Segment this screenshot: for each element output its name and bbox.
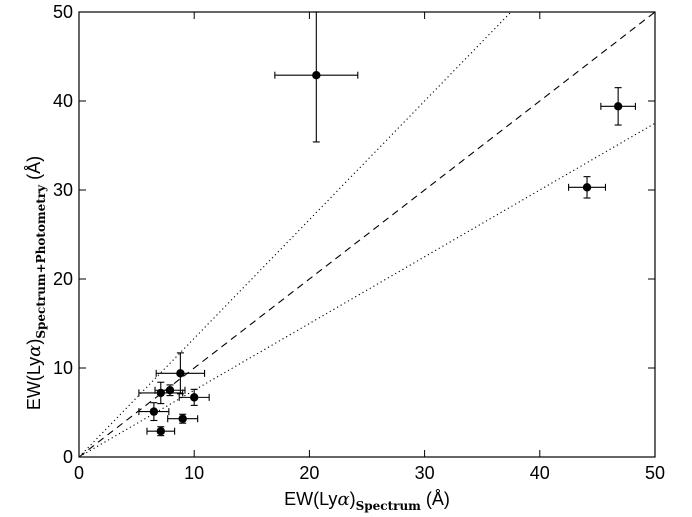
x-tick-label: 20 xyxy=(299,463,319,483)
data-point-marker xyxy=(176,369,185,378)
x-tick-label: 40 xyxy=(530,463,550,483)
data-points xyxy=(138,11,636,437)
data-point xyxy=(600,87,636,126)
x-tick-label: 30 xyxy=(415,463,435,483)
data-point-marker xyxy=(613,102,623,111)
y-tick-label: 20 xyxy=(53,269,73,289)
data-point-marker xyxy=(156,388,165,398)
dotted-reference-line xyxy=(78,11,512,458)
y-tick-label: 30 xyxy=(53,180,73,200)
tick-labels: 0 10 20 30 40 50 0 10 20 30 40 50 xyxy=(53,2,665,483)
data-point-marker xyxy=(165,386,175,395)
x-tick-label: 50 xyxy=(645,463,665,483)
data-point-marker xyxy=(312,70,321,80)
x-tick-label: 10 xyxy=(184,463,204,483)
data-point xyxy=(138,381,184,405)
data-point xyxy=(155,352,206,395)
plot-frame xyxy=(78,11,656,458)
dotted-reference-line xyxy=(78,122,656,458)
data-point-marker xyxy=(178,414,187,423)
data-point xyxy=(178,388,210,406)
x-tick-label: 0 xyxy=(74,463,84,483)
data-point xyxy=(568,176,607,199)
y-tick-label: 0 xyxy=(63,447,73,467)
y-tick-label: 50 xyxy=(53,2,73,22)
y-tick-label: 10 xyxy=(53,358,73,378)
data-point-marker xyxy=(190,393,199,402)
data-point xyxy=(167,413,199,424)
y-axis-label: EW(Lyα)Spectrum+Photometry (Å) xyxy=(24,156,48,410)
one-to-one-line xyxy=(78,11,656,458)
data-point-marker xyxy=(149,407,159,416)
data-point-marker xyxy=(156,426,165,436)
data-point-marker xyxy=(582,183,592,192)
x-axis-label: EW(Lyα)Spectrum (Å) xyxy=(284,489,450,513)
y-tick-label: 40 xyxy=(53,91,73,111)
data-point xyxy=(274,11,359,143)
reference-lines xyxy=(78,11,656,458)
data-point xyxy=(146,426,176,437)
data-point xyxy=(138,402,170,422)
axis-ticks xyxy=(78,11,656,458)
